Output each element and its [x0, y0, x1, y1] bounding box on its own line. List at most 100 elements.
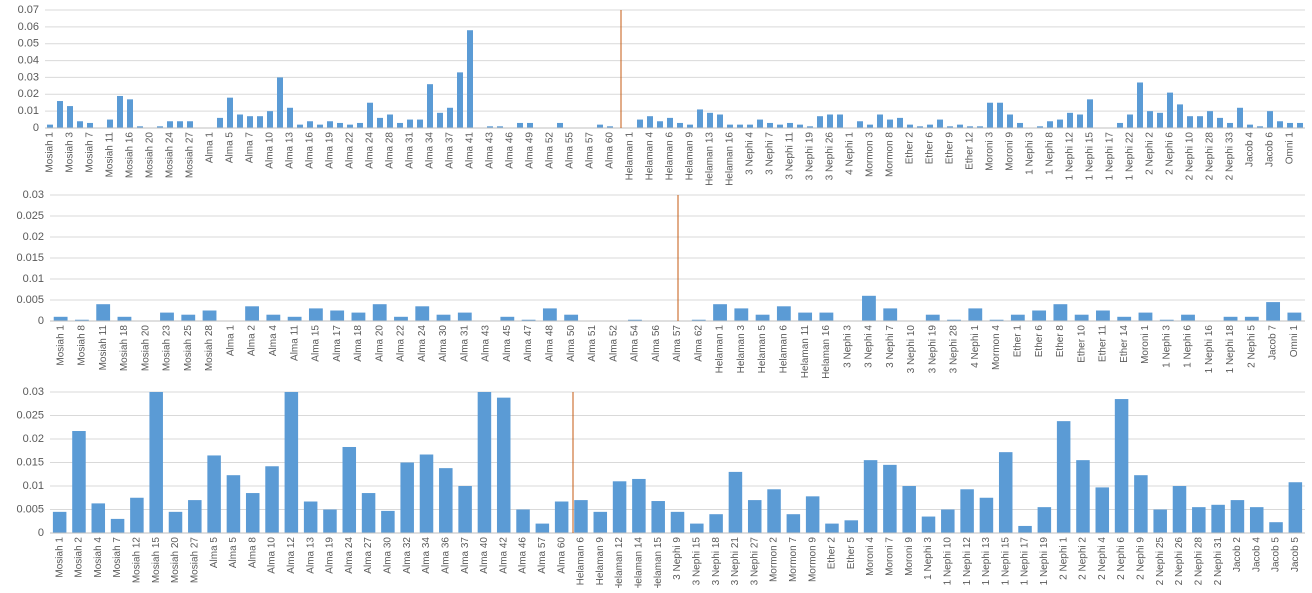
bar [284, 392, 299, 533]
x-tick-label: 3 Nephi 11 [785, 132, 796, 180]
bar [960, 489, 974, 533]
x-tick-label: Mosiah 1 [55, 325, 66, 366]
bar [168, 511, 183, 533]
bar [837, 114, 843, 128]
x-tick-label: Helaman 15 [653, 537, 664, 588]
y-tick-label: 0.05 [18, 38, 39, 50]
bar [351, 312, 366, 321]
bar [863, 460, 878, 533]
x-tick-label: 2 Nephi 4 [1097, 537, 1108, 580]
bar [827, 114, 833, 128]
bar [1247, 124, 1253, 128]
x-tick-label: Alma 1 [205, 132, 216, 164]
x-tick-label: Alma 4 [268, 325, 279, 357]
bar [1087, 99, 1093, 128]
x-tick-label: Alma 16 [305, 132, 316, 169]
bar [400, 462, 414, 533]
x-tick-label: Helaman 5 [757, 325, 768, 374]
bar [542, 308, 557, 321]
y-tick-label: 0.01 [23, 273, 44, 285]
x-tick-label: Mosiah 20 [140, 325, 151, 372]
bar [819, 312, 834, 321]
x-tick-label: Jacob 5 [1271, 537, 1282, 572]
y-tick-label: 0.03 [18, 71, 39, 83]
x-tick-label: Alma 24 [417, 325, 428, 362]
bar [593, 511, 608, 533]
bar [437, 112, 443, 128]
bar [1053, 304, 1068, 321]
bar [767, 122, 773, 128]
bar [361, 493, 376, 533]
bar [817, 116, 823, 128]
x-tick-label: 1 Nephi 8 [1045, 132, 1056, 175]
x-tick-label: 1 Nephi 19 [1039, 537, 1050, 586]
y-tick-label: 0.01 [18, 105, 39, 117]
x-tick-label: Mosiah 1 [54, 537, 65, 578]
bar [707, 112, 713, 128]
x-tick-label: 1 Nephi 10 [942, 537, 953, 586]
y-tick-label: 0 [33, 122, 39, 134]
x-tick-label: Alma 22 [345, 132, 356, 169]
x-tick-label: 2 Nephi 6 [1165, 132, 1176, 175]
x-tick-label: Alma 60 [605, 132, 616, 169]
x-tick-label: Alma 36 [440, 537, 451, 574]
x-tick-label: Ether 2 [827, 537, 838, 570]
x-tick-label: 1 Nephi 3 [923, 537, 934, 580]
bar [439, 468, 453, 533]
bar [709, 514, 723, 533]
x-tick-label: 3 Nephi 26 [825, 132, 836, 181]
bar [177, 121, 183, 128]
bar [897, 117, 903, 128]
x-tick-label: Mosiah 16 [125, 132, 136, 179]
bar [807, 126, 813, 128]
x-tick-label: Jacob 4 [1251, 537, 1262, 572]
bar [447, 107, 453, 128]
bar [1057, 119, 1063, 128]
x-tick-label: 2 Nephi 33 [1225, 132, 1236, 181]
x-tick-label: Mormon 7 [788, 537, 799, 582]
bar [1223, 316, 1238, 321]
x-tick-label: Alma 57 [585, 132, 596, 169]
bar [657, 121, 663, 128]
bar [47, 124, 53, 128]
x-tick-label: Alma 49 [525, 132, 536, 169]
x-tick-label: Alma 51 [587, 325, 598, 362]
x-tick-label: Mormon 2 [769, 537, 780, 582]
bar [1117, 122, 1123, 128]
x-tick-label: 3 Nephi 9 [672, 537, 683, 580]
x-tick-label: Helaman 1 [625, 132, 636, 181]
x-tick-label: Alma 37 [460, 537, 471, 574]
x-tick-label: Alma 57 [537, 537, 548, 574]
bar [487, 126, 493, 128]
bar [265, 466, 279, 533]
x-tick-label: 2 Nephi 28 [1193, 537, 1204, 586]
x-tick-label: Alma 5 [209, 537, 220, 569]
bar [167, 121, 173, 128]
x-tick-label: Alma 56 [651, 325, 662, 362]
y-tick-label: 0.025 [16, 210, 44, 222]
x-tick-label: Helaman 14 [634, 537, 645, 588]
x-tick-label: 3 Nephi 10 [906, 325, 917, 374]
x-tick-label: Alma 19 [325, 132, 336, 169]
bar [798, 312, 813, 321]
bar [987, 102, 993, 128]
y-tick-label: 0.005 [16, 503, 44, 515]
bar [1211, 504, 1225, 533]
x-tick-label: Omni 1 [1285, 132, 1296, 165]
x-tick-label: Helaman 9 [595, 537, 606, 586]
bar [728, 471, 743, 533]
x-tick-label: 3 Nephi 15 [691, 537, 702, 586]
x-tick-label: Alma 54 [630, 325, 641, 362]
bar [308, 308, 323, 321]
x-tick-label: Alma 32 [402, 537, 413, 574]
y-tick-label: 0.015 [16, 456, 44, 468]
bar [1157, 112, 1163, 128]
bar [237, 114, 243, 128]
bar [1187, 116, 1193, 128]
bar [637, 119, 643, 128]
bar [1138, 312, 1153, 321]
bar [436, 314, 451, 321]
x-tick-label: Alma 55 [565, 132, 576, 169]
bar [245, 306, 259, 321]
